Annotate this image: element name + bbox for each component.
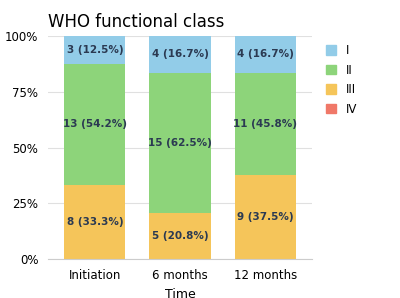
Bar <box>64 36 126 64</box>
Bar <box>149 73 211 213</box>
Bar <box>64 64 126 185</box>
Text: 15 (62.5%): 15 (62.5%) <box>148 138 212 148</box>
Bar <box>234 73 296 176</box>
Bar <box>234 36 296 73</box>
Text: WHO functional class: WHO functional class <box>48 13 224 31</box>
Text: 11 (45.8%): 11 (45.8%) <box>233 119 297 129</box>
Legend: I, II, III, IV: I, II, III, IV <box>323 42 359 118</box>
Bar <box>149 213 211 259</box>
Text: 4 (16.7%): 4 (16.7%) <box>152 49 208 59</box>
Text: 4 (16.7%): 4 (16.7%) <box>237 49 294 59</box>
Bar <box>234 176 296 259</box>
Bar <box>64 185 126 259</box>
Text: 3 (12.5%): 3 (12.5%) <box>66 45 123 55</box>
Text: 13 (54.2%): 13 (54.2%) <box>63 119 127 129</box>
Text: 8 (33.3%): 8 (33.3%) <box>66 217 123 227</box>
Text: 9 (37.5%): 9 (37.5%) <box>237 212 294 222</box>
X-axis label: Time: Time <box>165 288 195 298</box>
Text: 5 (20.8%): 5 (20.8%) <box>152 231 208 241</box>
Bar <box>149 36 211 73</box>
